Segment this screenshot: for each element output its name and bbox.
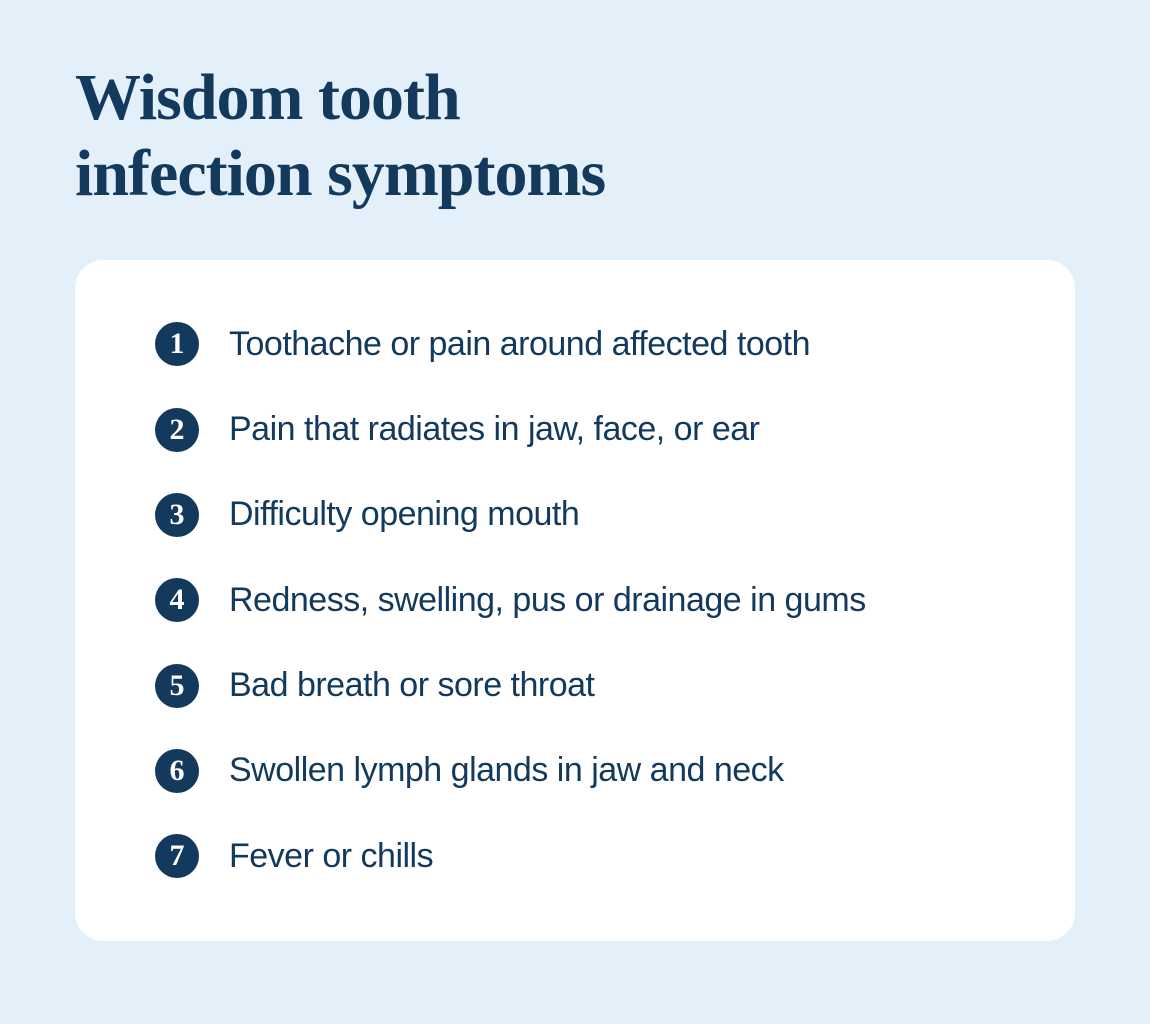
item-text: Swollen lymph glands in jaw and neck <box>229 746 784 795</box>
page-title: Wisdom tooth infection symptoms <box>75 60 1075 212</box>
list-item: 2 Pain that radiates in jaw, face, or ea… <box>155 405 995 454</box>
symptoms-card: 1 Toothache or pain around affected toot… <box>75 260 1075 941</box>
number-badge-icon: 4 <box>155 578 199 622</box>
item-text: Pain that radiates in jaw, face, or ear <box>229 405 759 454</box>
item-text: Difficulty opening mouth <box>229 490 579 539</box>
item-text: Redness, swelling, pus or drainage in gu… <box>229 576 866 625</box>
item-text: Fever or chills <box>229 832 433 881</box>
item-text: Bad breath or sore throat <box>229 661 595 710</box>
item-text: Toothache or pain around affected tooth <box>229 320 810 369</box>
list-item: 5 Bad breath or sore throat <box>155 661 995 710</box>
number-badge-icon: 6 <box>155 749 199 793</box>
list-item: 4 Redness, swelling, pus or drainage in … <box>155 576 995 625</box>
number-badge-icon: 3 <box>155 493 199 537</box>
number-badge-icon: 7 <box>155 834 199 878</box>
number-badge-icon: 2 <box>155 408 199 452</box>
list-item: 7 Fever or chills <box>155 832 995 881</box>
symptoms-list: 1 Toothache or pain around affected toot… <box>155 320 995 881</box>
list-item: 6 Swollen lymph glands in jaw and neck <box>155 746 995 795</box>
list-item: 3 Difficulty opening mouth <box>155 490 995 539</box>
title-line-2: infection symptoms <box>75 137 605 210</box>
number-badge-icon: 5 <box>155 664 199 708</box>
number-badge-icon: 1 <box>155 322 199 366</box>
list-item: 1 Toothache or pain around affected toot… <box>155 320 995 369</box>
title-line-1: Wisdom tooth <box>75 61 460 134</box>
